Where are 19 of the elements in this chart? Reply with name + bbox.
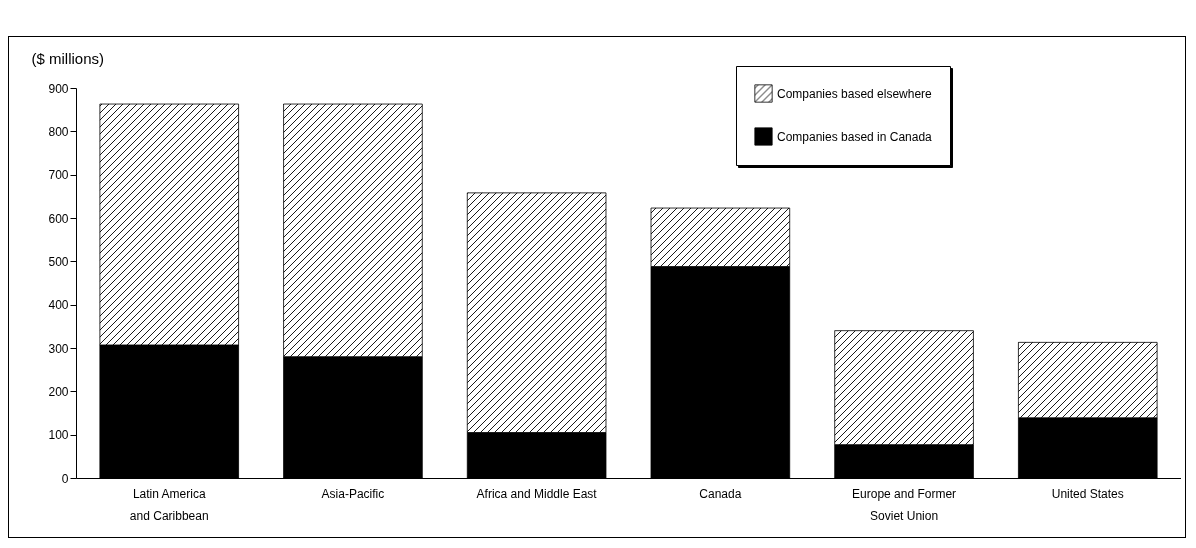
x-tick-label: Africa and Middle East <box>476 486 598 501</box>
x-tick-label: Europe and Former Soviet Union <box>852 486 957 523</box>
y-tick-label: 500 <box>48 254 69 269</box>
x-tick-label: Canada <box>699 486 742 501</box>
x-tick-label: Asia-Pacific <box>321 486 385 501</box>
y-tick-label: 300 <box>48 341 69 356</box>
y-tick-label: 200 <box>48 384 69 399</box>
x-tick-label: Latin America and Caribbean <box>129 486 209 523</box>
y-tick-label: 600 <box>48 211 69 226</box>
y-tick-label: 0 <box>61 471 69 486</box>
y-tick-label: 100 <box>48 428 69 443</box>
legend-label: Companies based elsewhere <box>777 86 933 101</box>
x-tick-label: United States <box>1051 486 1124 501</box>
y-tick-label: 700 <box>48 168 69 183</box>
y-tick-label: 800 <box>48 124 69 139</box>
y-tick-label: 400 <box>48 298 69 313</box>
y-tick-label: 900 <box>48 81 69 96</box>
y-axis-title: ($ millions) <box>31 49 105 67</box>
legend-label: Companies based in Canada <box>777 129 933 144</box>
